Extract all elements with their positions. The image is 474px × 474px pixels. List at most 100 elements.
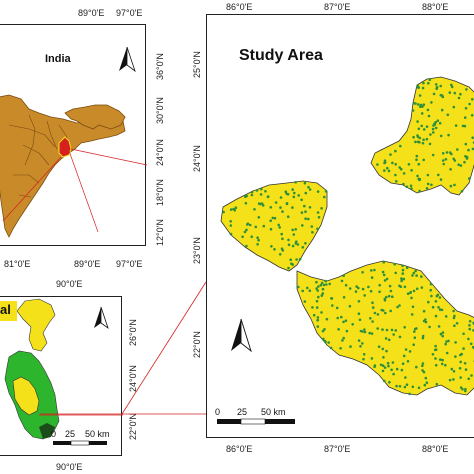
sample-point	[287, 266, 290, 270]
sample-point	[339, 347, 342, 350]
india-top-label-89: 89°0'E	[78, 8, 105, 18]
sample-point	[379, 363, 383, 367]
sample-point	[253, 208, 256, 211]
sample-point	[376, 327, 379, 330]
sample-point	[424, 320, 428, 324]
sample-point	[286, 215, 290, 218]
wb-scale-25: 25	[65, 429, 75, 439]
sample-point	[324, 340, 327, 344]
sample-point	[425, 187, 429, 190]
sample-point	[437, 325, 441, 328]
sample-point	[417, 127, 421, 131]
sample-point	[325, 317, 329, 321]
sample-point	[291, 206, 294, 209]
sample-point	[354, 290, 358, 293]
sample-point	[454, 124, 458, 127]
sample-point	[411, 274, 414, 277]
sample-point	[250, 190, 254, 194]
sample-point	[421, 86, 425, 90]
sample-point	[259, 202, 262, 206]
sample-point	[304, 210, 307, 213]
sample-point	[269, 227, 273, 231]
sample-point	[315, 306, 319, 309]
sample-point	[459, 353, 462, 357]
sample-point	[394, 329, 398, 332]
sample-point	[304, 191, 308, 195]
sample-point	[414, 269, 417, 273]
sample-point	[319, 283, 323, 287]
sample-point	[371, 306, 375, 309]
sample-point	[407, 163, 411, 166]
sample-point	[294, 181, 297, 184]
sample-point	[438, 308, 442, 311]
sample-point	[392, 333, 395, 336]
sample-point	[437, 306, 440, 309]
sample-point	[405, 185, 409, 189]
sample-point	[291, 228, 294, 232]
sample-point	[304, 217, 307, 220]
study-region-west	[220, 180, 328, 272]
sample-point	[340, 315, 343, 319]
sample-point	[316, 318, 320, 322]
sample-point	[449, 168, 452, 171]
sample-point	[308, 289, 312, 293]
sample-point	[441, 159, 445, 162]
india-right-label-24: 24°0'N	[155, 139, 165, 166]
sample-point	[447, 339, 450, 343]
sample-point	[463, 124, 467, 128]
sample-point	[291, 244, 295, 248]
sample-point	[389, 153, 392, 156]
sample-point	[401, 272, 405, 275]
sample-point	[433, 348, 437, 352]
sample-point	[384, 311, 387, 315]
sample-point	[327, 341, 330, 344]
sample-point	[254, 225, 258, 229]
sample-point	[257, 238, 260, 242]
study-top-label-86: 86°0'E	[226, 2, 253, 12]
sample-point	[468, 324, 471, 327]
sample-point	[395, 384, 398, 388]
sample-point	[315, 299, 319, 303]
sample-point	[416, 120, 419, 123]
sample-point	[435, 294, 439, 298]
india-right-label-12: 12°0'N	[155, 219, 165, 246]
study-bottom-label-87: 87°0'E	[324, 444, 351, 454]
sample-point	[468, 102, 471, 106]
sample-point	[452, 309, 455, 313]
sample-point	[398, 385, 402, 388]
wb-label-box	[0, 301, 17, 321]
sample-point	[321, 292, 325, 295]
sample-point	[281, 210, 284, 213]
study-left-label-23: 23°0'N	[192, 237, 202, 264]
sample-point	[439, 178, 443, 181]
sample-point	[303, 181, 307, 185]
sample-point	[413, 336, 417, 340]
sample-point	[430, 294, 433, 298]
sample-point	[471, 136, 474, 139]
sample-point	[229, 208, 233, 211]
sample-point	[320, 281, 324, 285]
sample-point	[422, 138, 425, 142]
sample-point	[420, 286, 424, 289]
sample-point	[316, 325, 320, 328]
sample-point	[431, 153, 435, 157]
wb-scale-bar	[53, 440, 107, 446]
sample-point	[351, 323, 354, 326]
india-bottom-label-97: 97°0'E	[116, 259, 143, 269]
sample-point	[278, 253, 282, 256]
sample-point	[421, 369, 424, 372]
sample-point	[461, 124, 465, 128]
sample-point	[291, 188, 294, 191]
sample-point	[382, 273, 386, 277]
sample-point	[459, 376, 462, 379]
sample-point	[377, 345, 381, 349]
sample-point	[256, 236, 259, 239]
sample-point	[398, 304, 401, 307]
sample-point	[382, 379, 386, 383]
sample-point	[344, 319, 348, 323]
sample-point	[308, 206, 312, 209]
study-top-label-88: 88°0'E	[422, 2, 449, 12]
sample-point	[405, 266, 409, 269]
sample-point	[399, 144, 402, 148]
sample-point	[345, 329, 349, 333]
